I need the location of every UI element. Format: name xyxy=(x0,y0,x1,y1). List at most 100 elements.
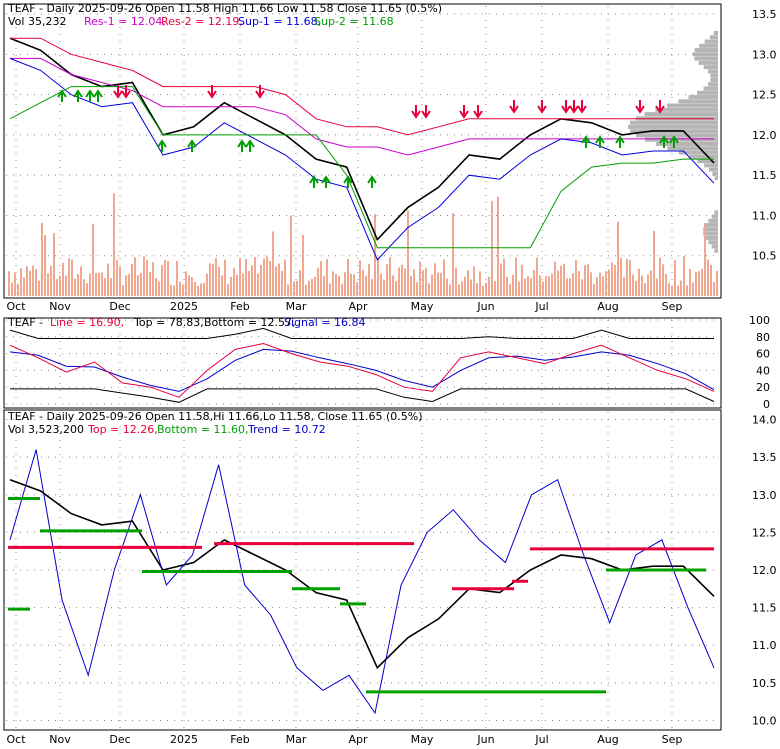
volume-bar xyxy=(341,284,343,296)
sell-arrow xyxy=(537,100,547,114)
volume-profile-bar xyxy=(705,223,718,228)
price-y-tick: 12.5 xyxy=(752,89,777,102)
volume-bar xyxy=(92,223,94,296)
buy-arrow xyxy=(85,89,95,102)
oscillator-y-axis: 100 80 60 40 20 0 xyxy=(749,314,770,411)
volume-profile-bar xyxy=(698,60,718,65)
volume-profile-bar xyxy=(667,146,718,151)
volume-bar xyxy=(209,263,211,296)
price-y-tick: 11.5 xyxy=(752,169,777,182)
volume-profile-bar xyxy=(703,65,718,70)
sell-arrow xyxy=(561,100,571,114)
volume-bar xyxy=(38,280,40,296)
volume-bar xyxy=(44,235,46,296)
volume-bar xyxy=(143,256,145,296)
volume-bar xyxy=(215,258,217,296)
volume-bar xyxy=(680,280,682,296)
volume-bar xyxy=(443,259,445,296)
trend-x-tick: Oct xyxy=(6,733,26,745)
volume-bar xyxy=(395,281,397,296)
volume-bar xyxy=(314,276,316,296)
volume-bar xyxy=(47,273,49,296)
resistance-1-line xyxy=(10,57,714,156)
volume-profile-bar xyxy=(711,214,718,219)
osc-top-label: Top = 78.83, xyxy=(133,316,204,329)
buy-arrow xyxy=(321,175,331,188)
sell-arrow xyxy=(207,85,217,99)
volume-bar xyxy=(182,284,184,296)
sell-arrow xyxy=(421,105,431,119)
volume-profile-bar xyxy=(714,248,718,253)
volume-bar xyxy=(389,257,391,296)
resistance-2-line xyxy=(10,37,714,136)
volume-bar xyxy=(506,276,508,296)
volume-bar xyxy=(635,280,637,296)
trend-y-tick: 12.0 xyxy=(752,564,777,577)
volume-bar xyxy=(338,276,340,296)
sell-arrow xyxy=(255,85,265,99)
trend-title: TEAF - Daily 2025-09-26 Open 11.58,Hi 11… xyxy=(7,410,423,423)
volume-bar xyxy=(533,270,535,296)
volume-profile-bar xyxy=(694,56,718,61)
volume-bar xyxy=(425,267,427,296)
oscillator-lines xyxy=(9,327,715,403)
volume-bar xyxy=(476,283,478,296)
volume-bar xyxy=(488,276,490,296)
volume-bar xyxy=(677,285,679,296)
volume-bar xyxy=(500,263,502,296)
trend-y-tick: 13.0 xyxy=(752,489,777,502)
volume-profile-bar xyxy=(644,137,718,142)
trend-y-tick: 11.5 xyxy=(752,602,777,615)
volume-bar xyxy=(68,258,70,296)
volume-profile-bar xyxy=(655,141,718,146)
volume-bar xyxy=(98,272,100,296)
volume-bar xyxy=(89,273,91,296)
trend-x-tick: Jun xyxy=(476,733,494,745)
volume-bar xyxy=(617,221,619,296)
volume-bar xyxy=(620,258,622,296)
volume-profile-bar xyxy=(644,112,718,117)
volume-bar xyxy=(368,264,370,296)
trend-x-tick: Jul xyxy=(534,733,548,745)
volume-bar xyxy=(203,282,205,296)
volume-bar xyxy=(65,275,67,296)
osc-top-line xyxy=(9,327,714,339)
volume-bar xyxy=(593,283,595,296)
volume-bar xyxy=(248,271,250,296)
volume-bar xyxy=(398,267,400,296)
trend-line xyxy=(9,449,715,715)
volume-bar xyxy=(320,261,322,296)
trend-y-tick: 14.0 xyxy=(752,414,777,427)
price-y-axis: 13.5 13.0 12.5 12.0 11.5 11.0 10.5 xyxy=(752,8,777,263)
volume-bar xyxy=(455,267,457,296)
buy-arrow xyxy=(669,135,679,148)
volume-bar xyxy=(212,263,214,296)
sell-arrow xyxy=(459,105,469,119)
volume-profile-bar xyxy=(697,159,718,164)
volume-bar xyxy=(137,275,139,296)
volume-bar xyxy=(464,276,466,296)
volume-bar xyxy=(428,283,430,296)
volume-profile-bar xyxy=(713,30,718,35)
volume-bar xyxy=(671,285,673,296)
support-1-line xyxy=(9,57,715,261)
volume-bar xyxy=(587,264,589,296)
res2-label: Res-2 = 12.19, xyxy=(161,15,243,28)
volume-profile-bar xyxy=(703,86,718,91)
trend-x-tick: Mar xyxy=(286,733,307,745)
volume-bar xyxy=(707,259,709,296)
buy-arrow xyxy=(237,139,247,152)
price-x-tick: Feb xyxy=(230,300,249,313)
osc-y-tick: 20 xyxy=(756,381,770,394)
volume-profile-bar xyxy=(636,133,718,138)
volume-profile-bar xyxy=(703,227,718,232)
volume-bar xyxy=(104,278,106,296)
volume-bar xyxy=(701,269,703,296)
sell-arrow xyxy=(655,100,665,114)
volume-bar xyxy=(164,259,166,296)
sell-arrow xyxy=(473,105,483,119)
volume-bar xyxy=(614,264,616,296)
volume-bar xyxy=(155,278,157,296)
volume-bar xyxy=(56,279,58,296)
